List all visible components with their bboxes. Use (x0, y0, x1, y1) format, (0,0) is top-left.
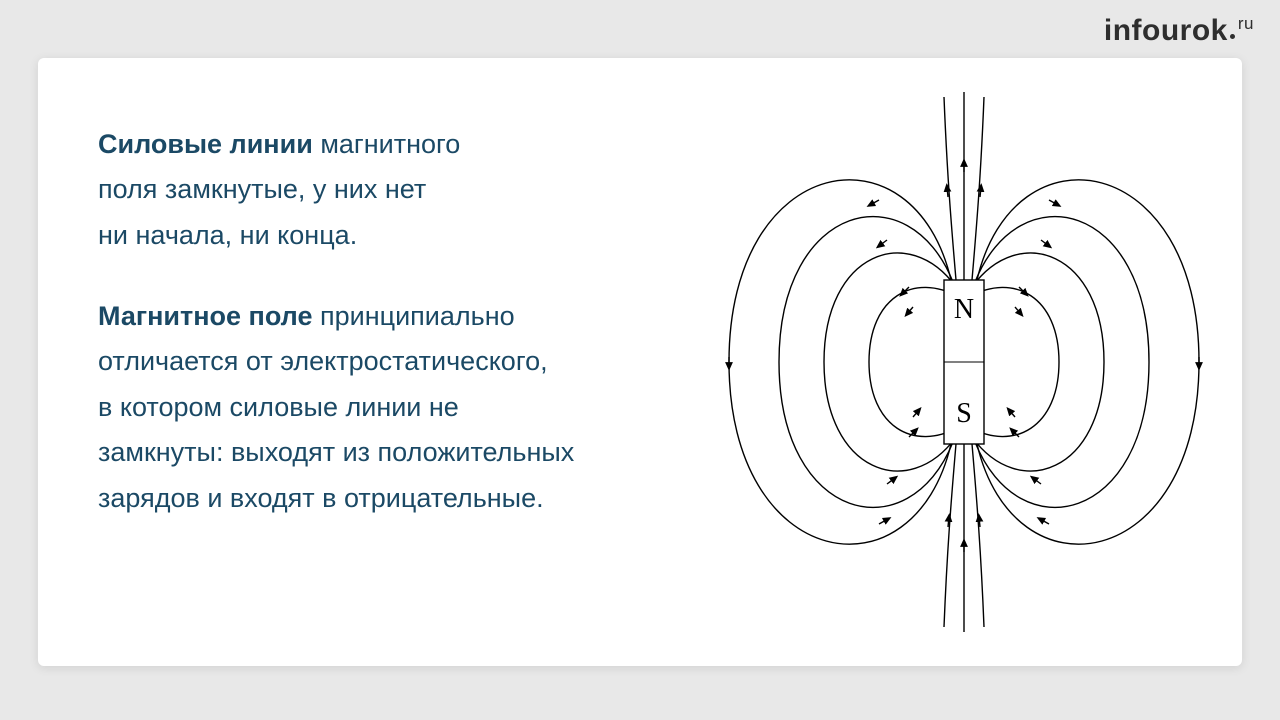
diagram-column: N S (718, 106, 1210, 618)
north-label: N (954, 294, 974, 325)
p1-l1: магнитного (313, 129, 461, 159)
p1-l3: ни начала, ни конца. (98, 220, 357, 250)
p1-l2: поля замкнутые, у них нет (98, 174, 426, 204)
p2-bold: Магнитное поле (98, 301, 312, 331)
logo-tld: ru (1238, 14, 1254, 33)
logo-dot (1230, 34, 1235, 39)
p2-l2: отличается от электростатического, (98, 346, 548, 376)
p2-l1: принципиально (312, 301, 514, 331)
p2-l3: в котором силовые линии не (98, 392, 459, 422)
text-column: Силовые линии магнитного поля замкнутые,… (98, 106, 718, 618)
logo-brand: infourok (1104, 14, 1228, 47)
p1-bold: Силовые линии (98, 129, 313, 159)
p2-l5: зарядов и входят в отрицательные. (98, 483, 544, 513)
paragraph-2: Магнитное поле принципиально отличается … (98, 294, 718, 521)
south-label: S (956, 398, 972, 429)
brand-logo: infourok ru (1104, 14, 1254, 48)
magnetic-field-diagram: N S (719, 82, 1209, 642)
p2-l4: замкнуты: выходят из положительных (98, 437, 574, 467)
content-card: Силовые линии магнитного поля замкнутые,… (38, 58, 1242, 666)
paragraph-1: Силовые линии магнитного поля замкнутые,… (98, 122, 718, 258)
